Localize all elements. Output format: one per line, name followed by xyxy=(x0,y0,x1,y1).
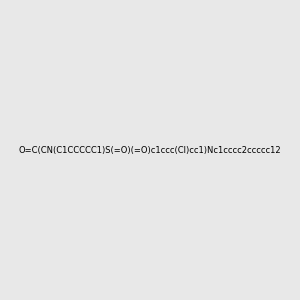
Text: O=C(CN(C1CCCCC1)S(=O)(=O)c1ccc(Cl)cc1)Nc1cccc2ccccc12: O=C(CN(C1CCCCC1)S(=O)(=O)c1ccc(Cl)cc1)Nc… xyxy=(19,146,281,154)
